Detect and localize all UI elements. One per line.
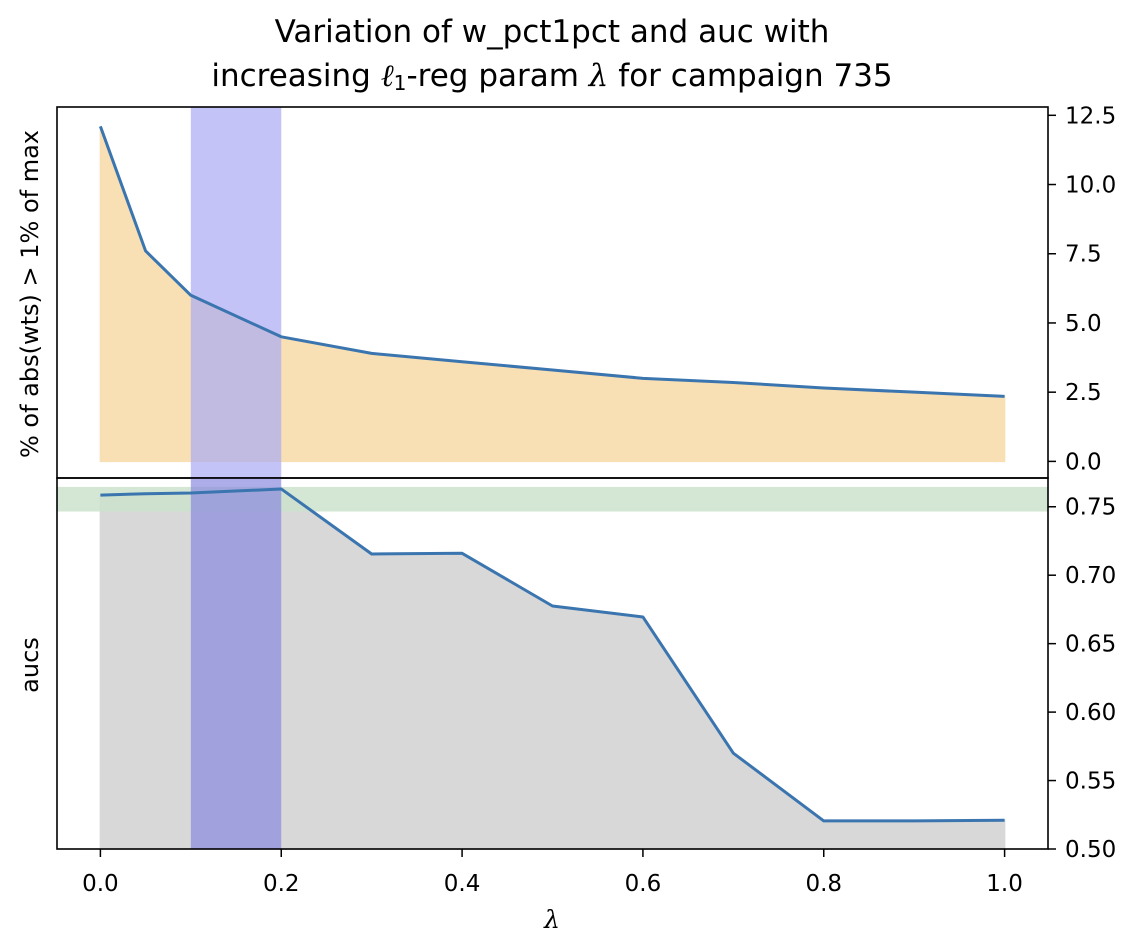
- top-data-point: [99, 125, 102, 128]
- top-data-point: [732, 381, 735, 384]
- top-data-point: [370, 352, 373, 355]
- bottom-data-point: [280, 487, 283, 490]
- bottom-data-point: [144, 492, 147, 495]
- bottom-highlight-band: [190, 478, 282, 849]
- title-line-2: increasing ℓ1-reg param λ for campaign 7…: [0, 54, 1104, 98]
- bottom-y-tick-label: 0.75: [1065, 495, 1116, 521]
- x-tick-label: 0.4: [444, 871, 481, 897]
- top-y-axis-label: % of abs(wts) > 1% of max: [16, 130, 44, 458]
- title-mid: -reg param: [406, 58, 589, 94]
- bottom-panel: 0.50 0.55 0.60 0.65 0.70 0.75 0.0 0.2 0.4 0.6 0.8 1…: [56, 477, 1116, 897]
- top-y-tick-label: 12.5: [1065, 103, 1116, 129]
- bottom-y-tick-label: 0.60: [1065, 700, 1116, 726]
- top-y-tick-label: 2.5: [1065, 380, 1102, 406]
- x-tick-label: 0.6: [625, 871, 662, 897]
- top-y-tick-label: 5.0: [1065, 311, 1102, 337]
- top-data-point: [551, 369, 554, 372]
- x-tick-label: 0.2: [263, 871, 300, 897]
- x-tick-label: 1.0: [986, 871, 1023, 897]
- top-data-point: [913, 391, 916, 394]
- title-ell-subscript: 1: [393, 71, 407, 96]
- x-tick-label: 0.8: [805, 871, 842, 897]
- top-data-point: [822, 387, 825, 390]
- top-series-line: [98, 125, 1005, 398]
- bottom-y-tick-label: 0.55: [1065, 769, 1116, 795]
- title-ell-symbol: ℓ: [380, 58, 394, 94]
- top-data-point: [280, 335, 283, 338]
- bottom-data-point: [551, 605, 554, 608]
- top-y-tick-label: 7.5: [1065, 242, 1102, 268]
- chart-title: Variation of w_pct1pct and auc with incr…: [0, 10, 1104, 98]
- top-data-point: [461, 360, 464, 363]
- bottom-y-tick-label: 0.50: [1065, 837, 1116, 863]
- top-data-point: [641, 377, 644, 380]
- bottom-data-point: [732, 752, 735, 755]
- x-tick-label: 0.0: [82, 871, 119, 897]
- bottom-data-point: [641, 615, 644, 618]
- x-axis-label: λ: [543, 905, 560, 934]
- top-data-point: [1003, 395, 1006, 398]
- bottom-series-line: [100, 487, 1005, 823]
- bottom-data-point: [913, 819, 916, 822]
- top-highlight-band: [190, 107, 282, 478]
- bottom-data-point: [822, 819, 825, 822]
- bottom-data-point: [189, 492, 192, 495]
- bottom-axes-frame: [56, 477, 1049, 850]
- bottom-data-point: [99, 494, 102, 497]
- bottom-y-axis-label: aucs: [16, 637, 44, 693]
- bottom-data-point: [1003, 819, 1006, 822]
- bottom-data-point: [370, 552, 373, 555]
- title-suffix: for campaign 735: [608, 58, 893, 94]
- top-y-tick-label: 0.0: [1065, 449, 1102, 475]
- title-lambda-symbol: λ: [588, 58, 609, 94]
- bottom-y-tick-label: 0.70: [1065, 563, 1116, 589]
- top-panel: 0.0 2.5 5.0 7.5 10.0 12.5: [56, 103, 1116, 479]
- top-data-point: [144, 249, 147, 252]
- title-prefix: increasing: [211, 58, 381, 94]
- bottom-y-tick-label: 0.65: [1065, 632, 1116, 658]
- top-data-point: [189, 294, 192, 297]
- bottom-data-point: [461, 552, 464, 555]
- title-line-1: Variation of w_pct1pct and auc with: [274, 14, 830, 50]
- top-y-tick-label: 10.0: [1065, 173, 1116, 199]
